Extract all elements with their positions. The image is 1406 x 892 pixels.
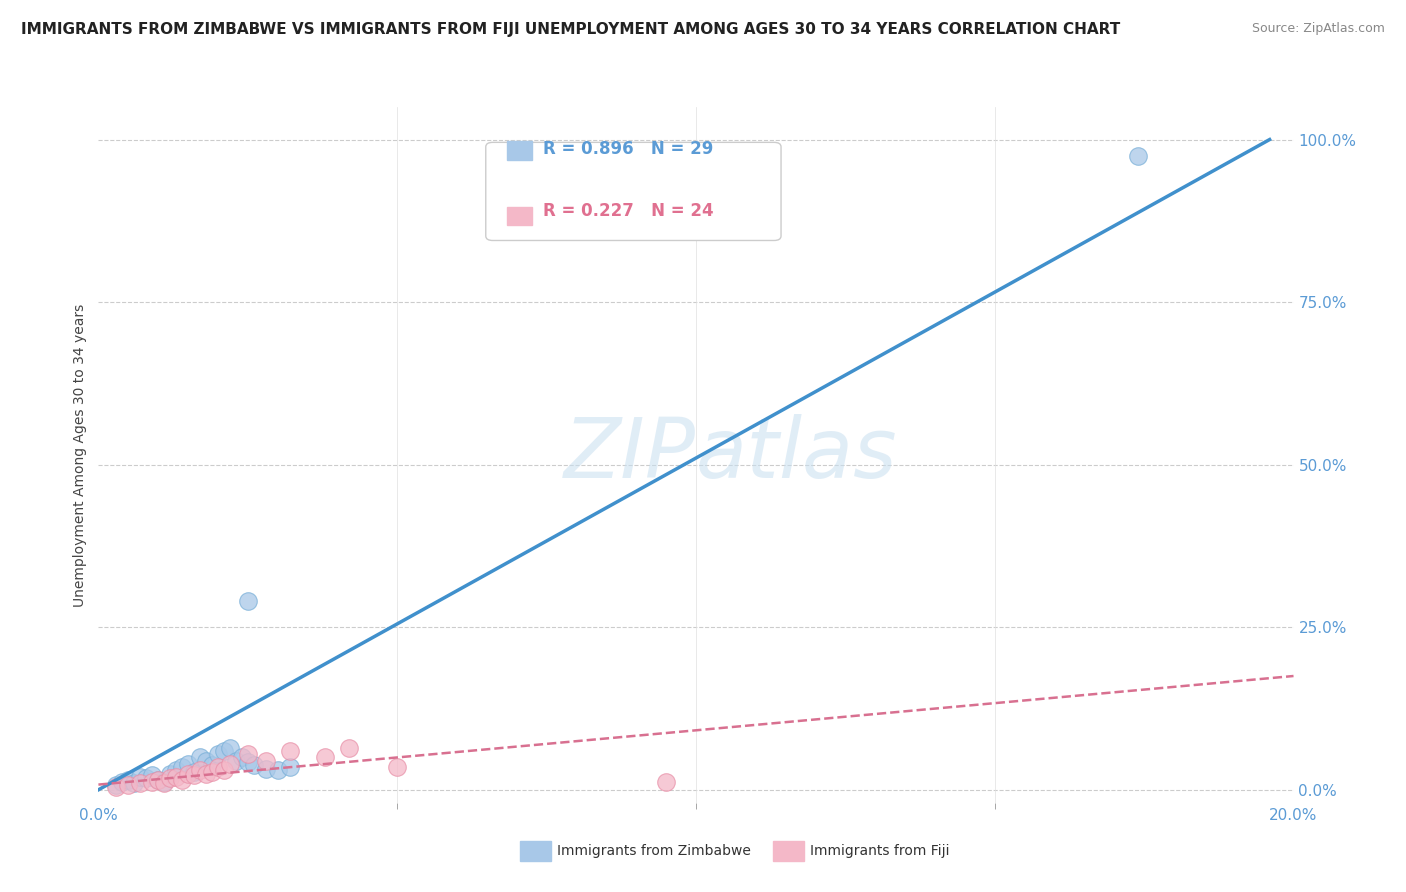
Point — [183, 764, 205, 779]
Point — [339, 740, 360, 755]
Point — [141, 775, 163, 789]
Point — [135, 771, 157, 785]
Point — [148, 772, 170, 787]
Point — [153, 776, 176, 790]
Point — [159, 771, 181, 785]
Text: R = 0.896   N = 29: R = 0.896 N = 29 — [543, 140, 714, 158]
Point — [172, 760, 194, 774]
Point — [385, 760, 409, 774]
Point — [111, 775, 134, 789]
Point — [129, 776, 152, 790]
Text: IMMIGRANTS FROM ZIMBABWE VS IMMIGRANTS FROM FIJI UNEMPLOYMENT AMONG AGES 30 TO 3: IMMIGRANTS FROM ZIMBABWE VS IMMIGRANTS F… — [21, 22, 1121, 37]
Point — [117, 772, 139, 787]
Text: Immigrants from Fiji: Immigrants from Fiji — [810, 844, 949, 858]
Point — [188, 750, 211, 764]
Point — [1128, 149, 1150, 163]
Point — [278, 744, 301, 758]
Point — [219, 740, 242, 755]
Point — [141, 768, 163, 782]
Point — [201, 758, 224, 772]
Point — [177, 756, 200, 771]
Point — [267, 764, 290, 778]
Point — [165, 770, 187, 784]
Point — [254, 762, 277, 776]
Point — [177, 766, 200, 780]
Point — [105, 780, 128, 794]
Text: ZIP: ZIP — [564, 415, 696, 495]
Point — [212, 744, 235, 758]
Point — [183, 768, 205, 782]
Text: Source: ZipAtlas.com: Source: ZipAtlas.com — [1251, 22, 1385, 36]
Point — [159, 766, 181, 780]
Point — [225, 754, 247, 768]
Point — [655, 775, 678, 789]
Point — [243, 758, 266, 772]
Point — [315, 750, 337, 764]
Point — [207, 747, 229, 761]
Point — [194, 766, 218, 780]
Point — [201, 764, 224, 779]
Text: R = 0.227   N = 24: R = 0.227 N = 24 — [543, 202, 714, 220]
Point — [212, 764, 235, 778]
Point — [148, 772, 170, 787]
Point — [207, 760, 229, 774]
Text: Immigrants from Zimbabwe: Immigrants from Zimbabwe — [557, 844, 751, 858]
Point — [254, 754, 277, 768]
Point — [165, 764, 187, 778]
Point — [153, 775, 176, 789]
Point — [172, 772, 194, 787]
Point — [117, 778, 139, 792]
Text: atlas: atlas — [696, 415, 897, 495]
Point — [236, 594, 259, 608]
Point — [124, 776, 146, 790]
Point — [231, 750, 253, 764]
Point — [194, 754, 218, 768]
Point — [236, 756, 259, 770]
Point — [236, 747, 259, 761]
Point — [219, 756, 242, 771]
Point — [129, 770, 152, 784]
Y-axis label: Unemployment Among Ages 30 to 34 years: Unemployment Among Ages 30 to 34 years — [73, 303, 87, 607]
Point — [278, 760, 301, 774]
Point — [105, 778, 128, 792]
Point — [188, 764, 211, 778]
